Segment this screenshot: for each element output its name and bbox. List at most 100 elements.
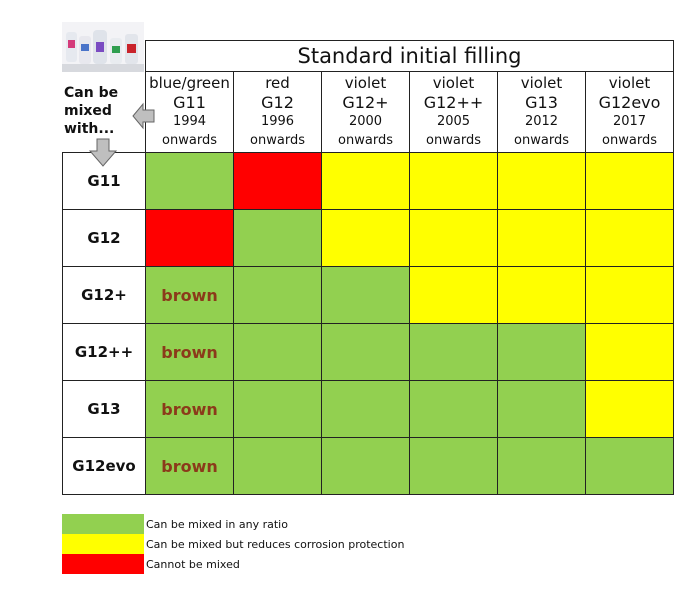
compatibility-table-wrap: Standard initial filling blue/green G11 …	[62, 40, 675, 495]
legend-swatch-green	[62, 514, 144, 534]
column-suffix: onwards	[602, 133, 657, 148]
column-color: violet	[520, 74, 563, 92]
compat-cell-green	[497, 323, 586, 381]
compat-cell-yellow	[584, 266, 675, 324]
cell-note: brown	[161, 399, 218, 419]
compat-cell-green: brown	[145, 437, 234, 495]
compat-cell-yellow	[321, 209, 410, 267]
cell-note: brown	[161, 456, 218, 476]
compat-cell-yellow	[584, 323, 675, 381]
column-code: G12++	[423, 93, 484, 112]
compat-cell-green	[497, 437, 586, 495]
column-color: violet	[608, 74, 651, 92]
cell-note: brown	[161, 342, 218, 362]
compat-cell-yellow	[409, 209, 498, 267]
compat-cell-yellow	[584, 380, 675, 438]
compat-cell-green	[584, 437, 675, 495]
compat-cell-yellow	[584, 209, 675, 267]
column-header: violet G13 2012 onwards	[497, 71, 586, 153]
legend-swatch-yellow	[62, 534, 144, 554]
table-row: G11	[62, 152, 675, 210]
column-code: G12+	[342, 93, 389, 112]
legend-text: Cannot be mixed	[146, 557, 240, 571]
column-header: red G12 1996 onwards	[233, 71, 322, 153]
table-row: G12evo brown	[62, 437, 675, 495]
column-year: 2005	[436, 114, 471, 129]
compat-cell-yellow	[497, 209, 586, 267]
column-code: G12evo	[598, 93, 661, 112]
compat-cell-green	[233, 380, 322, 438]
column-header: blue/green G11 1994 onwards	[145, 71, 234, 153]
column-year: 1996	[260, 114, 295, 129]
column-color: violet	[344, 74, 387, 92]
column-header: violet G12evo 2017 onwards	[584, 71, 675, 153]
row-header: G12	[62, 209, 146, 267]
row-header: G12+	[62, 266, 146, 324]
legend: Can be mixed in any ratio Can be mixed b…	[62, 514, 404, 574]
column-color: blue/green	[149, 74, 230, 92]
compat-cell-green	[321, 380, 410, 438]
column-code: G12	[261, 93, 294, 112]
compat-cell-green	[321, 266, 410, 324]
column-header: violet G12+ 2000 onwards	[321, 71, 410, 153]
compat-cell-green	[409, 380, 498, 438]
compat-cell-green	[233, 437, 322, 495]
table-row: G12+ brown	[62, 266, 675, 324]
column-year: 2012	[524, 114, 559, 129]
column-color: violet	[432, 74, 475, 92]
compat-cell-green: brown	[145, 380, 234, 438]
column-year: 2017	[612, 114, 647, 129]
column-suffix: onwards	[250, 133, 305, 148]
legend-row: Can be mixed but reduces corrosion prote…	[62, 534, 404, 554]
compat-cell-yellow	[409, 152, 498, 210]
compatibility-table: Standard initial filling blue/green G11 …	[62, 40, 675, 495]
arrow-left-icon	[132, 102, 156, 134]
compat-cell-green	[233, 266, 322, 324]
compat-cell-red	[145, 209, 234, 267]
compat-cell-yellow	[321, 152, 410, 210]
coolant-bottles-photo	[62, 22, 144, 72]
compat-cell-green	[409, 437, 498, 495]
table-row: G12++ brown	[62, 323, 675, 381]
compat-cell-yellow	[409, 266, 498, 324]
compat-cell-green	[233, 209, 322, 267]
legend-row: Cannot be mixed	[62, 554, 404, 574]
compat-cell-green	[321, 323, 410, 381]
column-suffix: onwards	[514, 133, 569, 148]
table-row: G12	[62, 209, 675, 267]
cell-note: brown	[161, 285, 218, 305]
legend-swatch-red	[62, 554, 144, 574]
compat-cell-green	[145, 152, 234, 210]
compat-cell-green	[497, 380, 586, 438]
legend-row: Can be mixed in any ratio	[62, 514, 404, 534]
compat-cell-yellow	[497, 152, 586, 210]
compat-cell-green: brown	[145, 266, 234, 324]
column-suffix: onwards	[162, 133, 217, 148]
compat-cell-green: brown	[145, 323, 234, 381]
compat-cell-red	[233, 152, 322, 210]
column-suffix: onwards	[426, 133, 481, 148]
table-row: G13 brown	[62, 380, 675, 438]
compat-cell-green	[409, 323, 498, 381]
legend-text: Can be mixed but reduces corrosion prote…	[146, 537, 405, 551]
header-row: blue/green G11 1994 onwards red G12 1996…	[63, 71, 675, 153]
row-header: G13	[62, 380, 146, 438]
compat-cell-green	[233, 323, 322, 381]
compat-cell-green	[321, 437, 410, 495]
column-header: violet G12++ 2005 onwards	[409, 71, 498, 153]
arrow-down-icon	[88, 138, 118, 172]
table-title: Standard initial filling	[144, 40, 675, 72]
legend-text: Can be mixed in any ratio	[146, 517, 288, 531]
corner-label: Can be mixed with...	[64, 85, 119, 137]
compat-cell-yellow	[584, 152, 675, 210]
column-year: 2000	[348, 114, 383, 129]
column-code: G11	[173, 93, 206, 112]
column-color: red	[265, 74, 290, 92]
column-suffix: onwards	[338, 133, 393, 148]
row-header: G12evo	[62, 437, 146, 495]
table-body: G11 G12 G12+ brown G12++ brown G13 brown G12evo b…	[62, 152, 675, 495]
compat-cell-yellow	[497, 266, 586, 324]
column-code: G13	[525, 93, 558, 112]
row-header: G12++	[62, 323, 146, 381]
column-year: 1994	[172, 114, 207, 129]
